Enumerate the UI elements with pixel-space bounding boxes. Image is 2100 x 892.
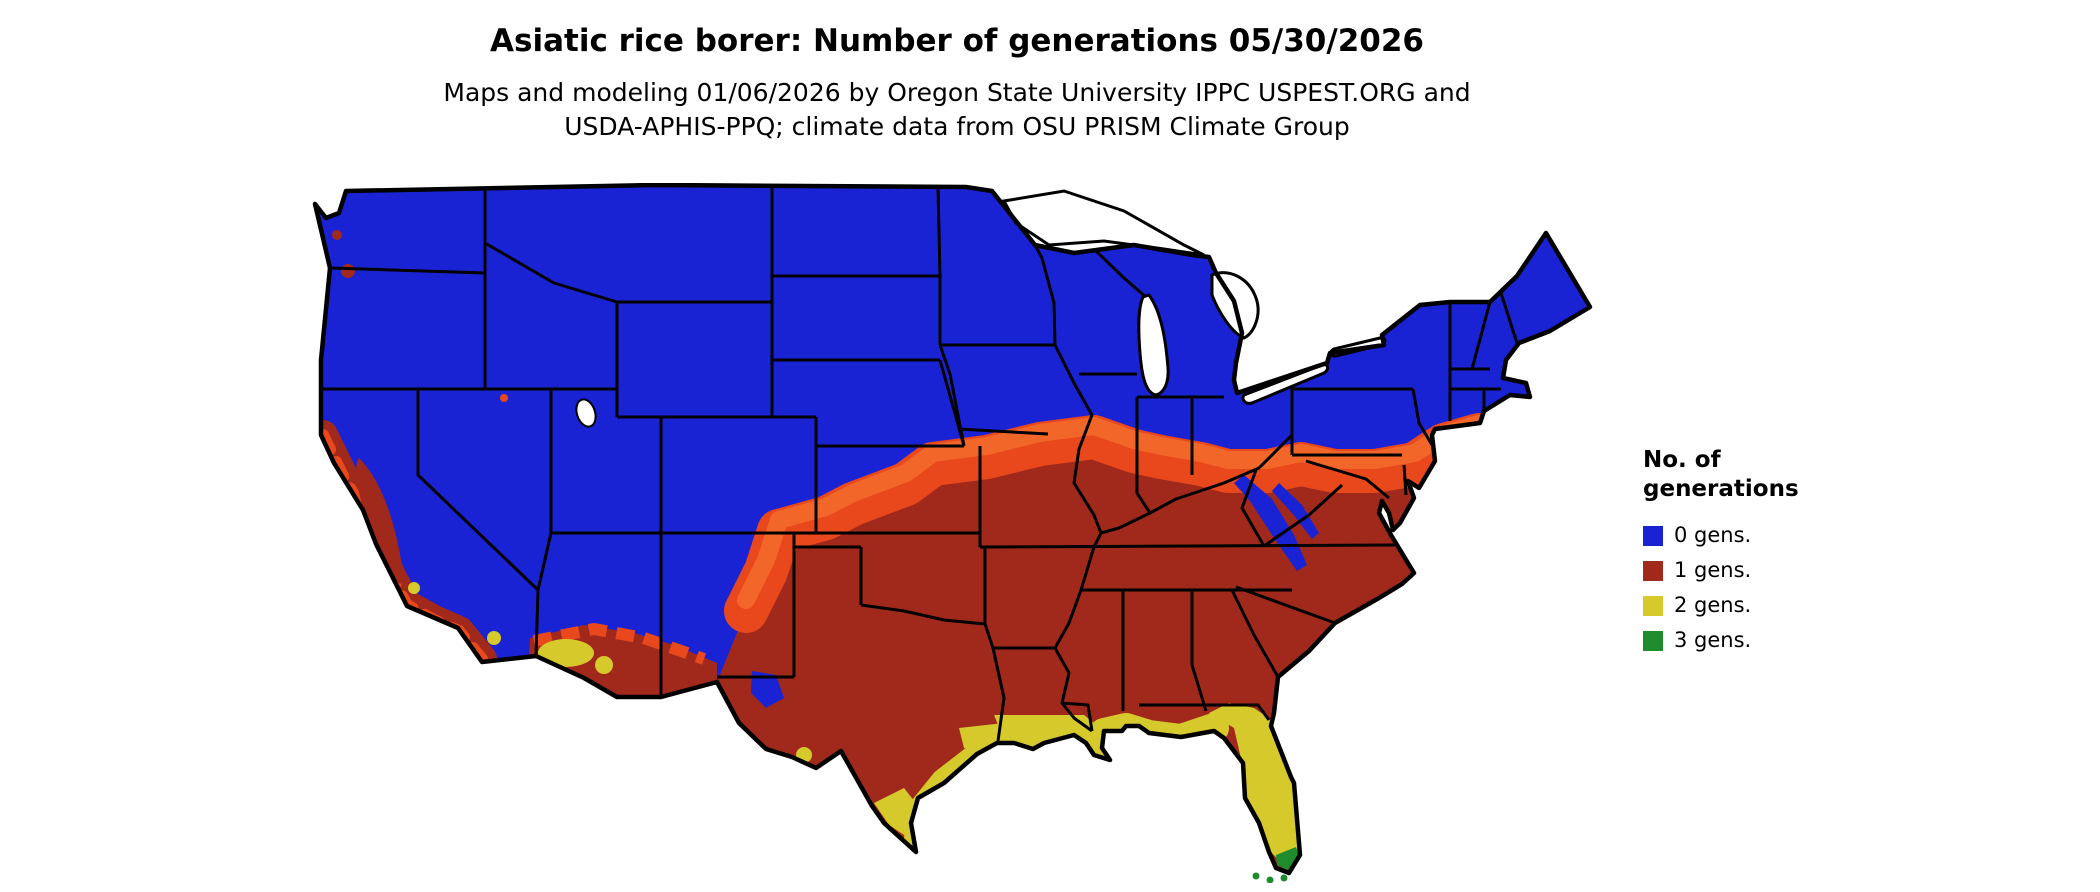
title-block: Asiatic rice borer: Number of generation…	[443, 22, 1470, 144]
legend-swatch-0-gens	[1643, 525, 1663, 546]
region-2-gens-tucson	[595, 656, 613, 674]
legend-label-3-gens: 3 gens.	[1674, 628, 1752, 652]
legend-label-0-gens: 0 gens.	[1674, 523, 1752, 547]
legend-swatch-1-gens	[1643, 560, 1663, 581]
region-2-gens-bakersfield	[408, 582, 420, 594]
legend-swatch-2-gens	[1643, 595, 1663, 616]
legend-title-line-1: No. of	[1643, 447, 1721, 473]
lake-michigan	[1137, 293, 1170, 397]
great-salt-lake	[575, 398, 597, 428]
keys-dot	[1280, 874, 1288, 882]
region-1-gens-central-valley	[356, 458, 404, 584]
region-0-gens-appalachian-finger-2	[1272, 483, 1319, 539]
state-borders	[321, 186, 1519, 742]
region-0-gens-davis-mountains	[751, 671, 784, 708]
region-2-gens-phoenix	[538, 639, 594, 667]
legend-item-3-gens: 3 gens.	[1643, 623, 1799, 658]
legend-label-2-gens: 2 gens.	[1674, 593, 1752, 617]
region-2-gens-imperial	[487, 631, 501, 645]
us-generations-map	[304, 182, 1594, 884]
florida-keys-3-gens	[1252, 872, 1288, 884]
legend: No. of generations 0 gens. 1 gens. 2 gen…	[1643, 446, 1799, 658]
page-title: Asiatic rice borer: Number of generation…	[490, 23, 1424, 59]
legend-item-1-gens: 1 gens.	[1643, 553, 1799, 588]
legend-title: No. of generations	[1643, 446, 1799, 504]
us-outline	[312, 182, 1593, 876]
map-subtitle: Maps and modeling 01/06/2026 by Oregon S…	[443, 76, 1470, 144]
transition-boise-pocket	[500, 394, 508, 402]
region-1-gens-willamette-pocket	[341, 264, 355, 278]
keys-dot	[1266, 876, 1274, 884]
legend-item-2-gens: 2 gens.	[1643, 588, 1799, 623]
legend-label-1-gens: 1 gens.	[1674, 558, 1752, 582]
transition-band	[724, 413, 1501, 633]
transition-southwest-speckle	[532, 622, 706, 665]
legend-title-line-2: generations	[1643, 476, 1799, 502]
transition-band-bright-edge	[737, 415, 1488, 609]
legend-item-0-gens: 0 gens.	[1643, 518, 1799, 553]
subtitle-line-2: USDA-APHIS-PPQ; climate data from OSU PR…	[564, 112, 1350, 141]
region-1-gens-puget-pocket	[332, 230, 342, 240]
legend-swatch-3-gens	[1643, 630, 1663, 651]
legend-items: 0 gens. 1 gens. 2 gens. 3 gens.	[1643, 518, 1799, 658]
us-map-svg	[312, 182, 1593, 884]
keys-dot	[1252, 872, 1260, 880]
subtitle-line-1: Maps and modeling 01/06/2026 by Oregon S…	[443, 78, 1471, 107]
